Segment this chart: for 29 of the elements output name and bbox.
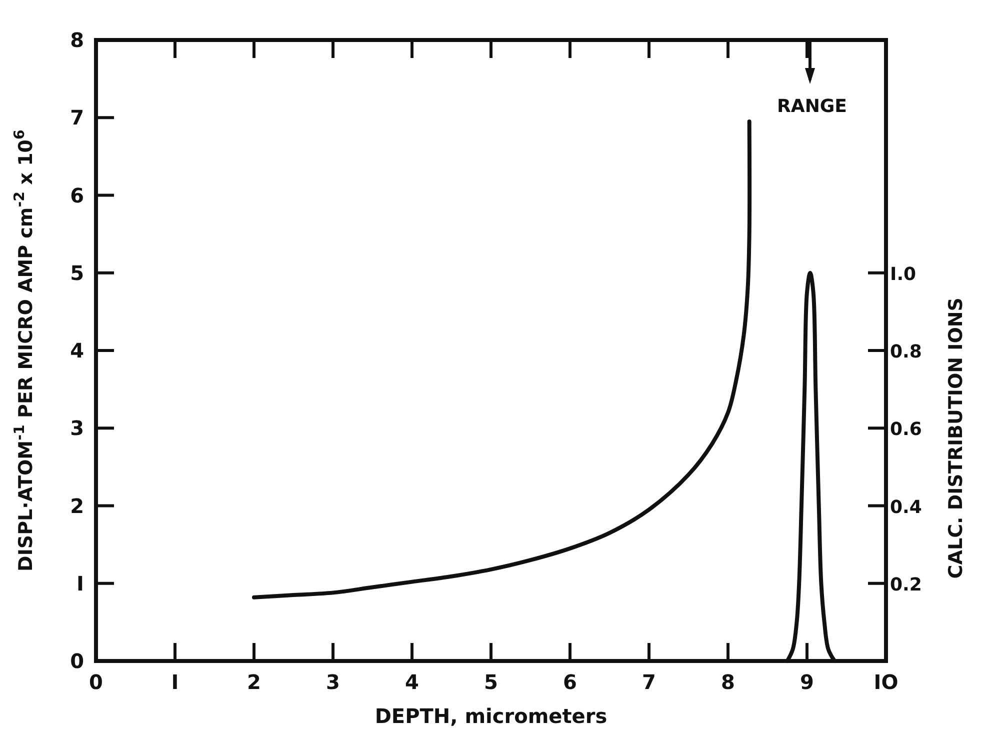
x-tick-label: IO	[874, 670, 898, 694]
x-tick-label: 7	[642, 670, 656, 694]
x-tick-label: 5	[484, 670, 498, 694]
x-tick-label: 8	[721, 670, 735, 694]
y-tick-label: 0	[70, 649, 84, 673]
y2-tick-label: 0.2	[890, 574, 922, 596]
y-tick-label: I	[76, 571, 84, 596]
y-tick-label: 6	[70, 183, 84, 208]
x-tick-label: 9	[800, 670, 814, 694]
x-tick-label: 2	[247, 670, 261, 694]
y2-tick-label: 0.6	[890, 419, 922, 440]
y2-axis-title: CALC. DISTRIBUTION IONS	[945, 298, 967, 579]
x-axis-title: DEPTH, micrometers	[374, 704, 608, 728]
x-tick-label: 0	[89, 670, 103, 694]
y2-tick-label: 0.4	[890, 496, 922, 518]
x-tick-label: 3	[326, 670, 340, 694]
x-tick-label: 6	[563, 670, 577, 694]
y2-tick-label: 0.8	[890, 342, 922, 362]
y-tick-label: 3	[70, 416, 84, 440]
annotation: RANGE	[777, 96, 847, 117]
y-tick-label: 5	[70, 260, 84, 285]
y-tick-label: 4	[70, 338, 84, 362]
y-tick-label: 2	[70, 494, 84, 518]
x-tick-label: I	[171, 670, 179, 694]
y2-tick-label: I.0	[890, 264, 916, 285]
y-tick-label: 7	[70, 106, 84, 130]
line-series	[252, 120, 752, 600]
y-tick-label: 8	[70, 28, 84, 52]
x-tick-label: 4	[405, 670, 419, 694]
